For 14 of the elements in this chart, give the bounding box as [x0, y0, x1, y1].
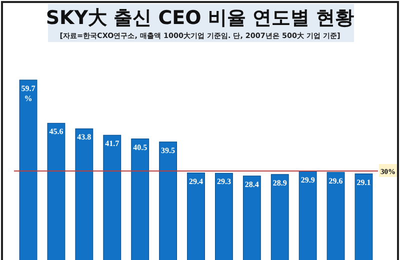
data-label: 29.1 — [356, 178, 371, 187]
chart-title: SKY大 출신 CEO 비율 연도별 현황 — [46, 7, 354, 29]
data-label: 29.4 — [189, 176, 203, 186]
data-label: 59.7% — [21, 84, 36, 103]
data-label: 40.5 — [133, 142, 148, 152]
data-label: 29.6 — [328, 176, 343, 186]
data-label: 39.5 — [161, 146, 176, 155]
data-label: 28.4 — [244, 180, 259, 189]
data-label: 41.7 — [105, 139, 120, 148]
data-label: 45.6 — [49, 127, 64, 136]
data-label: 29.3 — [216, 177, 231, 186]
data-label: 29.9 — [300, 175, 315, 184]
data-label: 43.8 — [77, 132, 92, 142]
data-label: 28.9 — [272, 178, 287, 188]
